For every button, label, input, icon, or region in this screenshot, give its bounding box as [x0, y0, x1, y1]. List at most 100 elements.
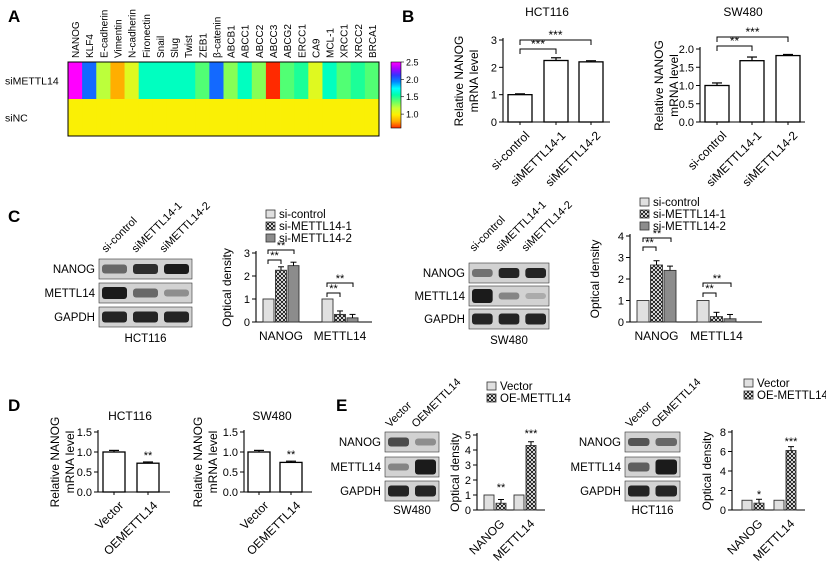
- heatmap-cell: [223, 99, 239, 136]
- chart-title: SW480: [252, 409, 292, 423]
- y-tick-label: 2: [465, 475, 471, 487]
- y-tick-label: 1.0: [77, 447, 92, 459]
- blot-band: [525, 293, 546, 299]
- heatmap-cell: [152, 99, 168, 136]
- y-tick-label: 2: [491, 62, 497, 74]
- y-tick-label: 3: [618, 253, 624, 265]
- bar: [334, 313, 346, 323]
- bar: [785, 450, 797, 511]
- blot-band: [388, 437, 409, 447]
- y-tick-label: 1: [465, 490, 471, 502]
- bar: [102, 451, 126, 493]
- significance-bracket: [267, 249, 295, 254]
- y-tick-label: 0: [244, 317, 250, 329]
- blot-lane-label: Vector: [624, 399, 655, 430]
- blot-row-label: NANOG: [579, 437, 621, 449]
- legend-label: si-METTL14-2: [279, 233, 352, 245]
- significance-bracket: [267, 259, 282, 264]
- heatmap-column-label: BRCA1: [368, 24, 379, 58]
- blot-row-label: GAPDH: [424, 314, 465, 326]
- heatmap-column-label: ABCC1: [241, 24, 252, 58]
- heatmap-cell: [209, 99, 224, 136]
- heatmap-column-label: Snail: [156, 36, 167, 58]
- significance-bracket: [519, 39, 592, 45]
- blot-band: [133, 311, 158, 323]
- y-axis-label: Relative NANOG: [191, 417, 205, 508]
- legend-swatch: [743, 378, 754, 388]
- heatmap: NANOG KLF4 E-cadherin Vimentin N-cadherin Fir…: [5, 9, 419, 137]
- heatmap-column-label: E-cadherin: [99, 10, 110, 58]
- blot-row-label: GAPDH: [54, 312, 95, 324]
- significance-bracket: [702, 292, 717, 297]
- legend-label: si-METTL14-1: [279, 221, 352, 233]
- blot-cell-line: SW480: [490, 335, 528, 347]
- heatmap-cell: [181, 99, 196, 136]
- blot-band: [388, 485, 409, 497]
- bar: [136, 462, 160, 493]
- heatmap-cell: [308, 99, 323, 136]
- blot-row-label: METTL14: [415, 291, 466, 303]
- legend-swatch: [265, 233, 276, 243]
- y-tick-label: 1.5: [77, 427, 92, 439]
- bar: [704, 84, 730, 123]
- legend-swatch: [486, 393, 497, 403]
- heatmap-cell: [152, 62, 168, 99]
- panel-label-b: B: [402, 7, 414, 26]
- blot-lane-label: OEMETTL14: [410, 376, 464, 430]
- significance-label: **: [287, 449, 296, 461]
- heatmap-cell: [336, 62, 352, 99]
- blot-band: [498, 292, 520, 300]
- heatmap-cell: [82, 62, 97, 99]
- bar: [513, 494, 525, 511]
- significance-label: **: [277, 240, 286, 252]
- heatmap-cell: [138, 99, 154, 136]
- y-axis-label: Optical density: [220, 248, 234, 327]
- bar: [753, 502, 765, 511]
- heatmap-column-label: XRCC2: [354, 24, 365, 58]
- y-tick-label: 2: [720, 486, 726, 498]
- y-axis-label: mRNA level: [63, 431, 77, 494]
- colorbar: [390, 61, 402, 129]
- heatmap-cell: [110, 99, 125, 136]
- blot-band: [102, 264, 127, 274]
- blot-band: [628, 438, 650, 446]
- legend-swatch: [265, 221, 276, 231]
- heatmap-cell: [364, 62, 380, 99]
- blot-row-label: NANOG: [339, 437, 381, 449]
- heatmap-cell: [110, 62, 125, 99]
- blot-band: [415, 459, 436, 475]
- heatmap-cell: [308, 62, 323, 99]
- y-tick-label: 2: [618, 274, 624, 286]
- heatmap-row-label: siMETTL14: [5, 76, 59, 88]
- legend-swatch: [486, 381, 497, 391]
- blot-band: [164, 311, 189, 323]
- heatmap-cell: [96, 62, 111, 99]
- significance-label: **: [713, 273, 722, 285]
- bar: [525, 445, 537, 511]
- chart-sw480-od: Optical density 0 1 2 3 4 NANOG METTL14 si-contr…: [588, 197, 762, 343]
- y-tick-label: 0.5: [679, 99, 694, 111]
- y-tick-label: 4: [465, 445, 471, 457]
- heatmap-cell: [364, 99, 380, 136]
- heatmap-column-label: MCL-1: [326, 28, 337, 58]
- y-tick-label: 8: [720, 427, 726, 439]
- significance-label: **: [497, 482, 506, 494]
- legend-label: si-METTL14-1: [653, 209, 726, 221]
- significance-bracket: [642, 246, 657, 251]
- y-tick-label: 0.0: [223, 487, 238, 499]
- heatmap-column-label: ZEB1: [198, 33, 209, 58]
- blot-band: [102, 311, 127, 323]
- bar: [710, 316, 723, 323]
- colorbar-tick-label: 2.0: [406, 75, 419, 85]
- blot-band: [472, 269, 493, 277]
- bar: [275, 269, 287, 323]
- bar: [321, 298, 334, 323]
- y-axis-label: Relative NANOG: [48, 417, 62, 508]
- bar: [663, 269, 677, 323]
- blot-band: [628, 462, 650, 472]
- heatmap-column-label: Fironectin: [142, 14, 153, 58]
- heatmap-cell: [294, 99, 309, 136]
- y-tick-label: 1.5: [679, 62, 694, 74]
